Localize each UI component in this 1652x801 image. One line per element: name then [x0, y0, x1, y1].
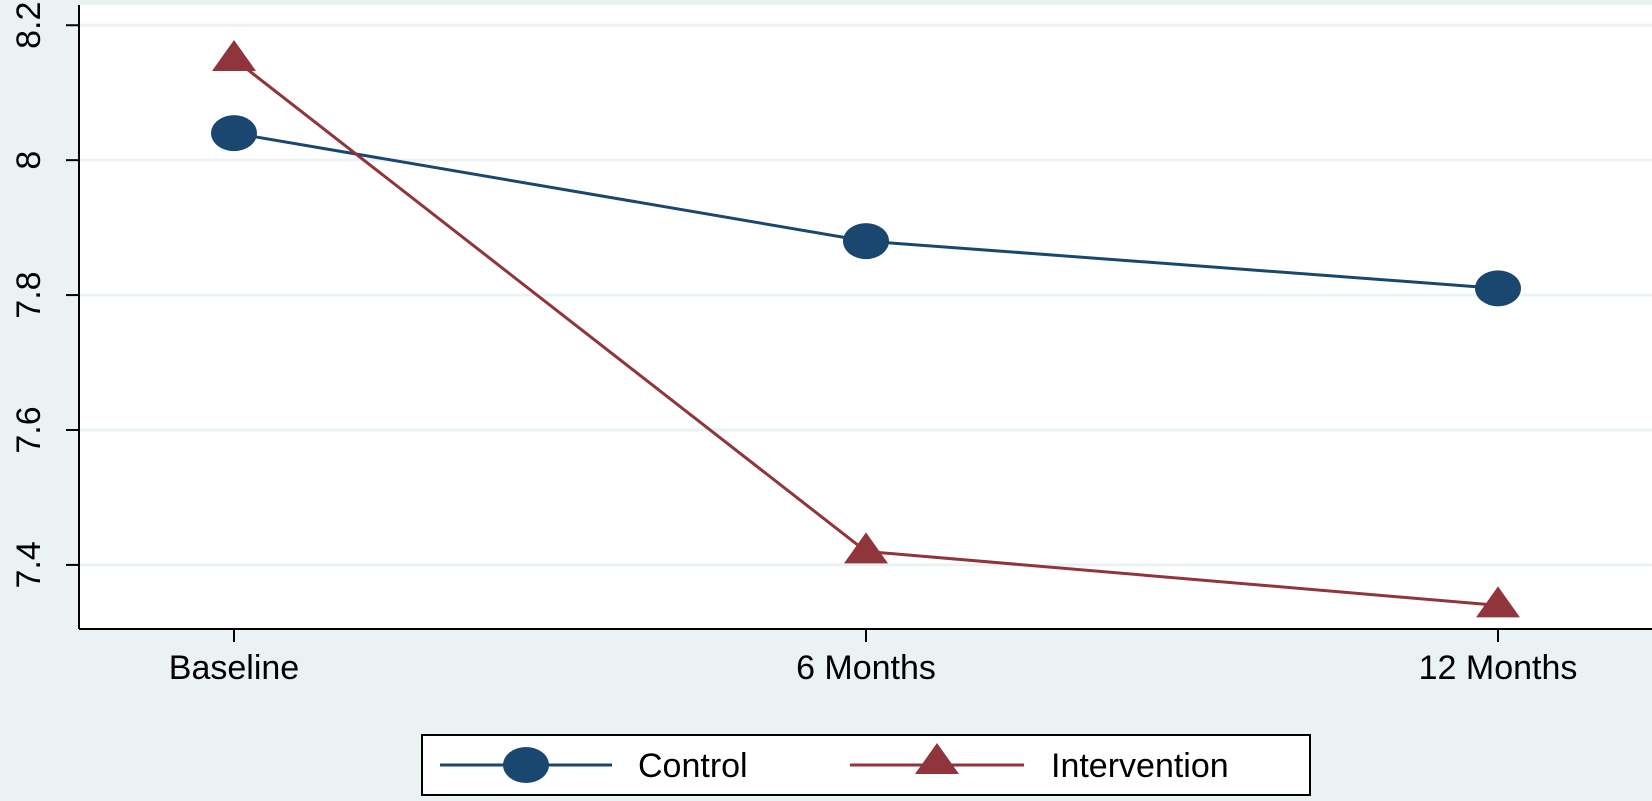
legend: Control Intervention — [421, 734, 1311, 796]
legend-item-intervention: Intervention — [850, 743, 1229, 785]
data-point-control — [1475, 270, 1521, 307]
data-point-control — [211, 115, 257, 152]
x-axis-ticks: Baseline 6 Months 12 Months — [169, 629, 1578, 687]
data-point-intervention — [844, 532, 888, 564]
y-tick-label: 8.2 — [10, 2, 48, 49]
x-tick-label: 12 Months — [1419, 649, 1578, 687]
y-tick-label: 7.4 — [10, 541, 48, 588]
series-control — [211, 115, 1521, 307]
legend-label: Intervention — [1051, 747, 1229, 785]
legend-marker — [915, 743, 959, 774]
x-tick-label: Baseline — [169, 649, 299, 687]
data-point-intervention — [1476, 586, 1520, 618]
y-tick-label: 7.8 — [10, 271, 48, 318]
data-point-intervention — [212, 39, 256, 71]
x-tick-label: 6 Months — [796, 649, 936, 687]
legend-label: Control — [638, 747, 748, 785]
y-tick-label: 8 — [10, 151, 48, 170]
series-intervention — [212, 39, 1520, 618]
y-tick-label: 7.6 — [10, 406, 48, 453]
y-axis-ticks: 7.4 7.6 7.8 8 8.2 — [10, 2, 79, 589]
data-point-control — [843, 223, 889, 260]
legend-marker — [503, 747, 549, 783]
legend-item-control: Control — [440, 747, 748, 785]
gridlines — [80, 23, 1652, 567]
series-layer — [211, 39, 1521, 618]
legend-items: Control Intervention — [440, 743, 1229, 785]
plot-area — [80, 5, 1652, 629]
